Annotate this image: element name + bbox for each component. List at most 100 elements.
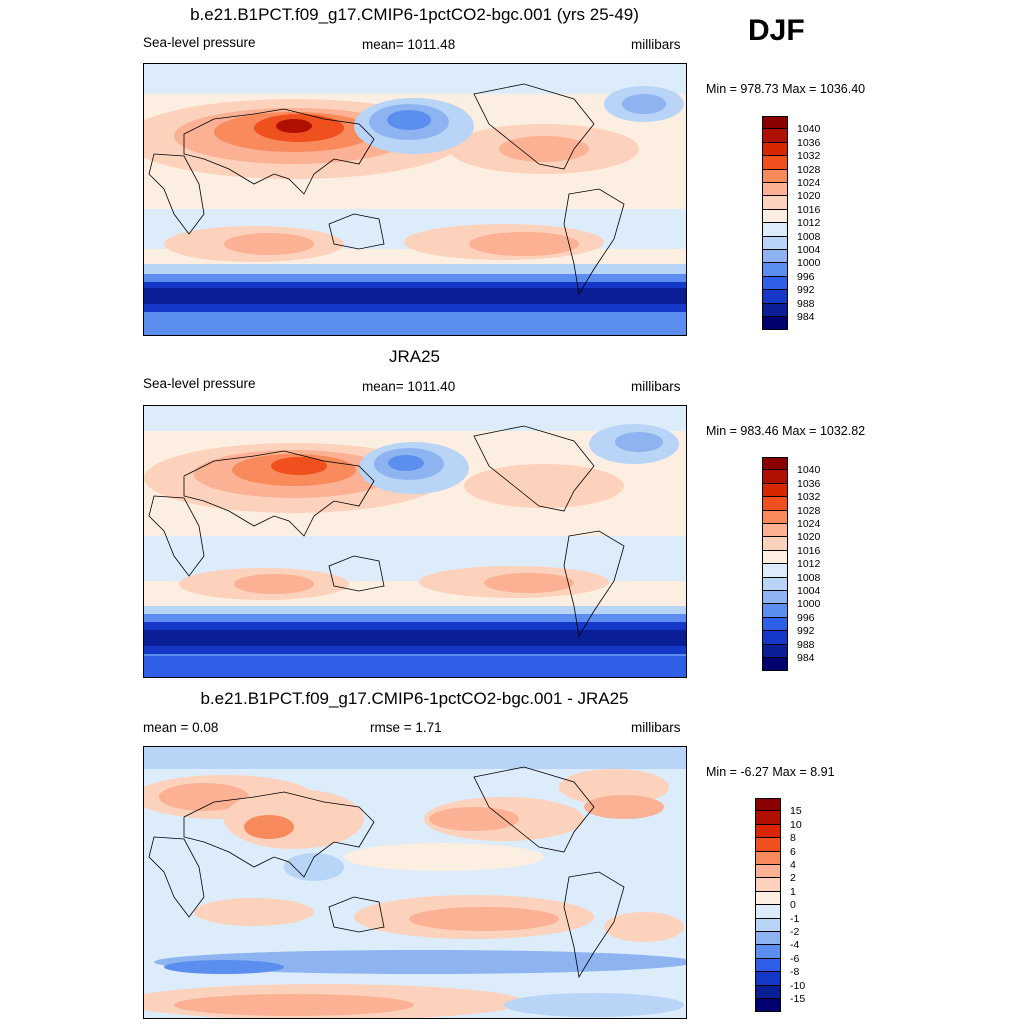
season-label: DJF bbox=[748, 14, 805, 47]
panel-3-units-label: millibars bbox=[631, 720, 681, 735]
colorbar-tick-label: 1032 bbox=[797, 491, 821, 504]
colorbar-tick-label: 1032 bbox=[797, 150, 821, 163]
colorbar-tick-label: 1012 bbox=[797, 558, 821, 571]
colorbar-tick-label: 988 bbox=[797, 638, 815, 651]
colorbar-swatch bbox=[755, 972, 781, 986]
colorbar-tick-label: 6 bbox=[790, 845, 796, 858]
colorbar-swatch bbox=[762, 209, 788, 224]
colorbar-swatch bbox=[762, 196, 788, 210]
panel-3-title: b.e21.B1PCT.f09_g17.CMIP6-1pctCO2-bgc.00… bbox=[200, 689, 629, 708]
colorbar-swatch bbox=[755, 932, 781, 946]
colorbar-tick-label: 1036 bbox=[797, 477, 821, 490]
colorbar-tick-label: 1008 bbox=[797, 230, 821, 243]
colorbar-tick-label: 992 bbox=[797, 284, 815, 297]
colorbar-swatch bbox=[762, 169, 788, 183]
colorbar-tick-label: 1020 bbox=[797, 531, 821, 544]
colorbar-tick-label: 1000 bbox=[797, 598, 821, 611]
colorbar-swatch bbox=[762, 510, 788, 524]
colorbar-swatch bbox=[755, 999, 781, 1013]
colorbar-tick-label: 1016 bbox=[797, 203, 821, 216]
colorbar-tick-label: 1004 bbox=[797, 585, 821, 597]
colorbar-tick-label: -15 bbox=[790, 993, 806, 1005]
colorbar-swatch bbox=[755, 891, 781, 906]
panel-2-map bbox=[143, 405, 687, 678]
panel-1-title: b.e21.B1PCT.f09_g17.CMIP6-1pctCO2-bgc.00… bbox=[190, 5, 639, 24]
colorbar-tick-label: -10 bbox=[790, 979, 806, 992]
colorbar-swatch bbox=[762, 129, 788, 143]
colorbar-swatch bbox=[762, 457, 788, 471]
panel-3-minmax: Min = -6.27 Max = 8.91 bbox=[706, 765, 835, 779]
colorbar-swatch bbox=[755, 918, 781, 932]
colorbar-swatch bbox=[762, 236, 788, 250]
colorbar-swatch bbox=[762, 263, 788, 277]
panel-2-title: JRA25 bbox=[388, 347, 441, 366]
colorbar-swatch bbox=[755, 985, 781, 999]
colorbar-swatch bbox=[762, 223, 788, 237]
colorbar-swatch bbox=[762, 524, 788, 538]
colorbar-swatch bbox=[762, 631, 788, 645]
colorbar-swatch bbox=[755, 905, 781, 919]
colorbar-swatch bbox=[762, 591, 788, 605]
panel-1-units-label: millibars bbox=[631, 37, 681, 52]
colorbar-swatch bbox=[762, 564, 788, 578]
colorbar-tick-label: 8 bbox=[790, 832, 796, 845]
colorbar-tick-label: 1036 bbox=[797, 136, 821, 149]
panel-1-map bbox=[143, 63, 687, 336]
panel-2-minmax: Min = 983.46 Max = 1032.82 bbox=[706, 424, 866, 438]
colorbar-swatch bbox=[755, 824, 781, 839]
colorbar-tick-label: 984 bbox=[797, 311, 815, 323]
colorbar-tick-label: 15 bbox=[790, 805, 802, 818]
colorbar-swatch bbox=[762, 276, 788, 291]
colorbar-swatch bbox=[755, 878, 781, 892]
colorbar-tick-label: 996 bbox=[797, 270, 815, 283]
colorbar-swatch bbox=[762, 116, 788, 130]
colorbar-tick-label: 1024 bbox=[797, 177, 821, 189]
colorbar-swatch bbox=[762, 537, 788, 551]
panel-1-mean-label: mean= 1011.48 bbox=[362, 37, 456, 52]
panel-3-rmse-label: rmse = 1.71 bbox=[370, 720, 442, 735]
colorbar-swatch bbox=[762, 317, 788, 331]
colorbar-tick-label: 1040 bbox=[797, 464, 821, 477]
colorbar-tick-label: -2 bbox=[790, 926, 800, 938]
colorbar-swatch bbox=[755, 851, 781, 865]
colorbar-tick-label: 1008 bbox=[797, 571, 821, 584]
colorbar-tick-label: 1028 bbox=[797, 504, 821, 517]
colorbar-swatch bbox=[762, 183, 788, 197]
colorbar-tick-label: -8 bbox=[790, 966, 800, 979]
colorbar-swatch bbox=[755, 798, 781, 812]
colorbar-tick-label: 1000 bbox=[797, 257, 821, 270]
colorbar-swatch bbox=[762, 483, 788, 498]
colorbar-tick-label: 0 bbox=[790, 899, 796, 912]
panel-1-map-plot bbox=[144, 64, 686, 335]
colorbar-swatch bbox=[762, 290, 788, 304]
panel-2-units-label: millibars bbox=[631, 379, 681, 394]
colorbar-tick-label: 1024 bbox=[797, 518, 821, 530]
colorbar-swatch bbox=[762, 577, 788, 591]
colorbar-tick-label: -1 bbox=[790, 912, 800, 925]
colorbar-swatch bbox=[762, 644, 788, 658]
colorbar-swatch bbox=[755, 958, 781, 973]
colorbar-tick-label: -4 bbox=[790, 939, 800, 952]
colorbar-tick-label: 988 bbox=[797, 297, 815, 310]
panel-2-map-plot bbox=[144, 406, 686, 677]
colorbar-swatch bbox=[762, 617, 788, 632]
colorbar-tick-label: 996 bbox=[797, 611, 815, 624]
colorbar-tick-label: 1016 bbox=[797, 544, 821, 557]
colorbar-tick-label: 2 bbox=[790, 872, 796, 885]
colorbar-tick-label: 984 bbox=[797, 652, 815, 664]
panel-2-mean-label: mean= 1011.40 bbox=[362, 379, 456, 394]
colorbar-tick-label: 10 bbox=[790, 818, 802, 831]
colorbar-tick-label: 1040 bbox=[797, 123, 821, 136]
colorbar-tick-label: 1 bbox=[790, 885, 796, 898]
panel-2-variable-label: Sea-level pressure bbox=[143, 376, 256, 391]
panel-3-map-plot bbox=[144, 747, 686, 1018]
panel-3-mean-label: mean = 0.08 bbox=[143, 720, 219, 735]
panel-3-map bbox=[143, 746, 687, 1019]
colorbar-swatch bbox=[755, 811, 781, 825]
colorbar-swatch bbox=[762, 156, 788, 170]
colorbar-swatch bbox=[762, 303, 788, 317]
colorbar-swatch bbox=[762, 550, 788, 565]
colorbar-swatch bbox=[762, 142, 788, 157]
colorbar-swatch bbox=[762, 604, 788, 618]
colorbar-tick-label: 1020 bbox=[797, 190, 821, 203]
